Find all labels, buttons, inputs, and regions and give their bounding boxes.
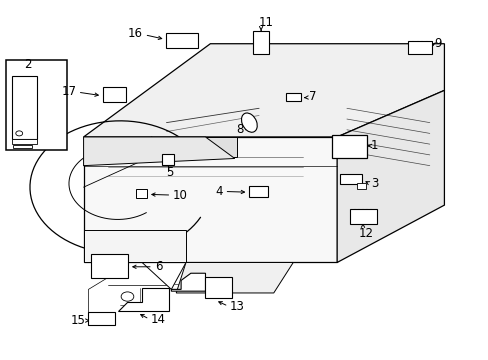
Bar <box>103 87 126 102</box>
Bar <box>12 76 37 139</box>
Polygon shape <box>83 230 185 262</box>
Bar <box>407 41 431 54</box>
Text: 4: 4 <box>215 185 223 198</box>
Bar <box>205 277 232 298</box>
Bar <box>161 154 173 165</box>
Ellipse shape <box>241 113 257 132</box>
Bar <box>339 174 361 184</box>
Polygon shape <box>83 137 234 166</box>
Bar <box>13 145 32 148</box>
Bar <box>166 33 198 48</box>
Bar <box>103 137 181 157</box>
Polygon shape <box>83 137 336 262</box>
Text: 15: 15 <box>71 314 86 327</box>
Bar <box>12 139 37 144</box>
Bar <box>88 312 115 325</box>
Text: 16: 16 <box>127 27 142 40</box>
Polygon shape <box>83 44 444 137</box>
Bar <box>91 254 128 278</box>
Text: 10: 10 <box>172 189 187 202</box>
Bar <box>285 93 300 101</box>
Bar <box>331 135 366 158</box>
Bar <box>356 183 366 189</box>
Text: 6: 6 <box>155 260 162 273</box>
Text: 9: 9 <box>434 36 441 50</box>
Text: 5: 5 <box>166 166 174 179</box>
Text: 7: 7 <box>308 90 316 103</box>
Bar <box>5 60 66 149</box>
Text: 1: 1 <box>369 139 377 152</box>
Text: 14: 14 <box>151 312 165 326</box>
Bar <box>253 31 268 54</box>
Bar <box>349 209 376 224</box>
Text: 13: 13 <box>229 300 244 313</box>
Bar <box>136 189 147 198</box>
Circle shape <box>121 292 134 301</box>
Text: 17: 17 <box>61 85 76 98</box>
Text: 2: 2 <box>24 58 32 71</box>
Text: 12: 12 <box>358 226 373 240</box>
Text: 8: 8 <box>236 123 243 136</box>
Polygon shape <box>176 262 293 293</box>
Text: 11: 11 <box>259 17 274 30</box>
Bar <box>249 186 267 197</box>
Polygon shape <box>118 288 168 311</box>
Circle shape <box>16 131 22 136</box>
Bar <box>163 137 237 157</box>
Text: 3: 3 <box>370 177 378 190</box>
Polygon shape <box>336 90 444 262</box>
Polygon shape <box>171 273 205 291</box>
